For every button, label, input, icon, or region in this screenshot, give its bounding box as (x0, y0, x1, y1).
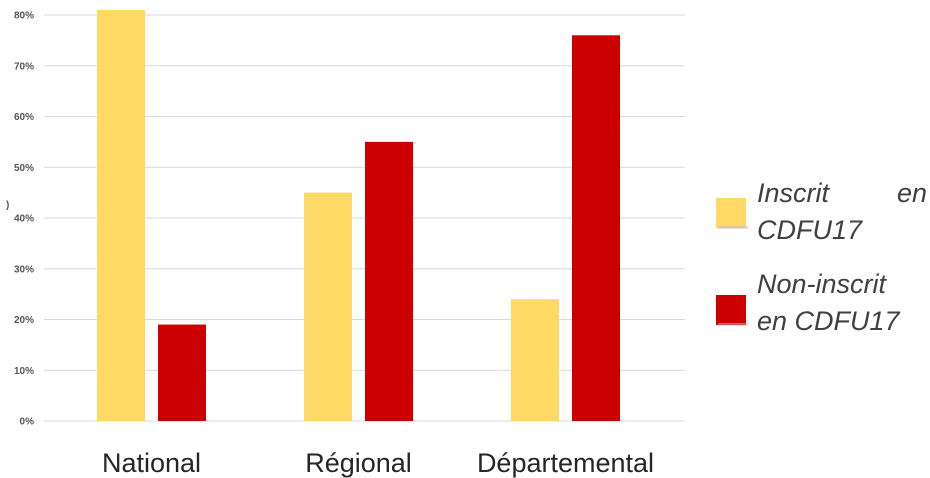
legend-text: CDFU17 (757, 215, 863, 245)
bars (97, 9, 620, 422)
category-label: Départemental (477, 448, 654, 478)
y-tick-label: 40% (14, 214, 34, 225)
category-labels: National Régional Départemental (102, 448, 654, 478)
legend-text: Non-inscrit (757, 269, 888, 299)
bar-non-inscrit-1 (365, 141, 413, 421)
y-tick-label: 0% (20, 417, 35, 428)
y-tick-label: 20% (14, 315, 34, 326)
gridlines (44, 14, 685, 422)
bar-inscrit-0 (97, 9, 145, 422)
y-tick-label: 70% (14, 61, 34, 72)
bar-non-inscrit-0 (158, 324, 206, 421)
category-label: National (102, 448, 201, 478)
legend-text: Inscrit (757, 178, 831, 208)
legend-text: en (897, 178, 927, 208)
legend-swatch-shadow (718, 226, 748, 229)
y-tick-label: 10% (14, 366, 34, 377)
y-axis-tick-labels: 0% 10% 20% 30% 40% 50% 60% 70% 80% (14, 11, 34, 428)
y-tick-label: 50% (14, 163, 34, 174)
y-tick-label: 30% (14, 264, 34, 275)
legend-text: en CDFU17 (757, 306, 901, 336)
legend-swatch-inscrit (716, 198, 746, 228)
legend-swatch-non-inscrit (716, 295, 746, 325)
bar-inscrit-2 (511, 299, 559, 421)
y-tick-label: 60% (14, 112, 34, 123)
y-tick-label: 80% (14, 11, 34, 22)
category-label: Régional (305, 448, 412, 478)
bar-inscrit-1 (304, 192, 352, 421)
y-axis-label-fragment: ) (6, 200, 9, 211)
legend: Inscrit en CDFU17 Non-inscrit en CDFU17 (716, 178, 927, 336)
legend-swatch-shadow (718, 323, 748, 326)
bar-non-inscrit-2 (572, 35, 620, 422)
